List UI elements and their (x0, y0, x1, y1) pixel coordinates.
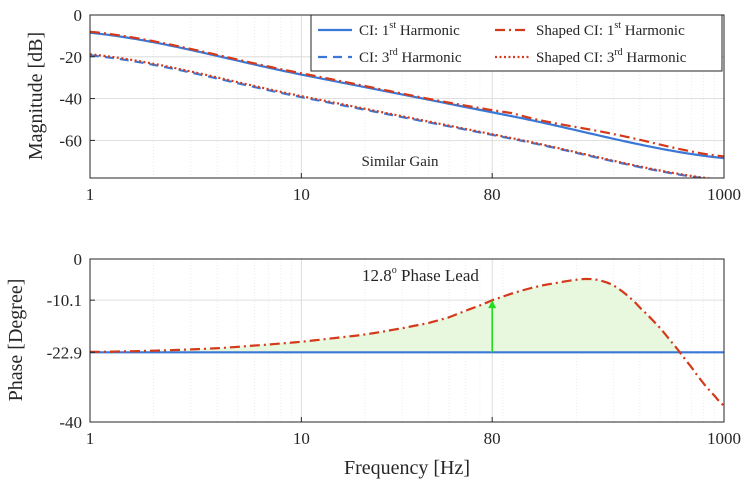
magnitude-y-label: Magnitude [dB] (25, 32, 47, 160)
phase-series (90, 277, 724, 407)
phase-x-tick-label: 10 (293, 429, 310, 448)
magnitude-y-tick-label: 0 (74, 6, 83, 25)
legend-box (310, 14, 723, 72)
phase-lead-arrow (488, 300, 497, 353)
phase-x-tick-label: 1 (86, 429, 95, 448)
magnitude-x-tick-label: 10 (293, 185, 310, 204)
phase-y-tick-label: -22.9 (47, 343, 82, 362)
frequency-x-label: Frequency [Hz] (344, 457, 470, 479)
magnitude-series-line-2 (90, 54, 710, 178)
magnitude-x-ticks: 1 10 80 1000 (86, 173, 741, 204)
legend-entry-ci-1st: CI: 1st Harmonic (359, 20, 460, 39)
phase-y-tick-label: 0 (74, 250, 83, 269)
phase-axes-box (89, 258, 725, 423)
phase-y-tick-label: -10.1 (47, 291, 82, 310)
magnitude-series (90, 30, 724, 178)
phase-y-label: Phase [Degree] (5, 279, 27, 402)
magnitude-x-tick-label: 1000 (707, 185, 741, 204)
legend-entry-shaped-1st: Shaped CI: 1st Harmonic (536, 20, 685, 39)
magnitude-x-tick-label: 80 (484, 185, 501, 204)
magnitude-y-tick-label: -60 (59, 131, 82, 150)
phase-lead-annotation: 12.8o Phase Lead (362, 265, 479, 285)
legend-entry-ci-3rd: CI: 3rd Harmonic (359, 47, 462, 66)
magnitude-y-tick-label: -40 (59, 90, 82, 109)
phase-y-tick-label: -40 (59, 413, 82, 432)
legend: CI: 1st Harmonic CI: 3rd Harmonic Shaped… (310, 14, 723, 72)
phase-x-tick-label: 1000 (707, 429, 741, 448)
magnitude-y-tick-label: -20 (59, 48, 82, 67)
legend-entry-shaped-3rd: Shaped CI: 3rd Harmonic (536, 47, 687, 66)
phase-x-tick-label: 80 (484, 429, 501, 448)
phase-lead-fill (90, 278, 683, 353)
phase-panel: 1 10 80 1000 0-10.1-22.9-40 Phase [Degree] … (5, 250, 741, 479)
phase-x-ticks: 1 10 80 1000 (86, 417, 741, 448)
phase-y-ticks: 0 -10.1 -22.9 -40 (47, 250, 95, 432)
similar-gain-annotation: Similar Gain (361, 154, 439, 170)
magnitude-panel: 1 10 80 1000 0 -20 -40 -60 Magnitude [dB] Simi… (25, 6, 741, 204)
phase-lead-arrow-head (488, 300, 497, 309)
magnitude-series-line-3 (90, 30, 724, 158)
magnitude-y-ticks: 0 -20 -40 -60 (59, 6, 95, 150)
magnitude-x-tick-label: 1 (86, 185, 95, 204)
phase-series-line-2 (90, 277, 724, 407)
